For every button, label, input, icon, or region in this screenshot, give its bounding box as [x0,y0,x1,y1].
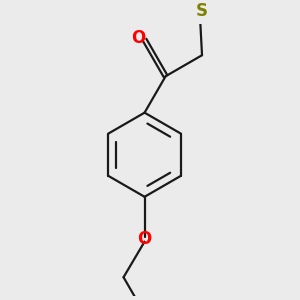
Text: O: O [131,29,146,47]
Text: O: O [137,230,152,248]
Text: S: S [195,2,207,20]
